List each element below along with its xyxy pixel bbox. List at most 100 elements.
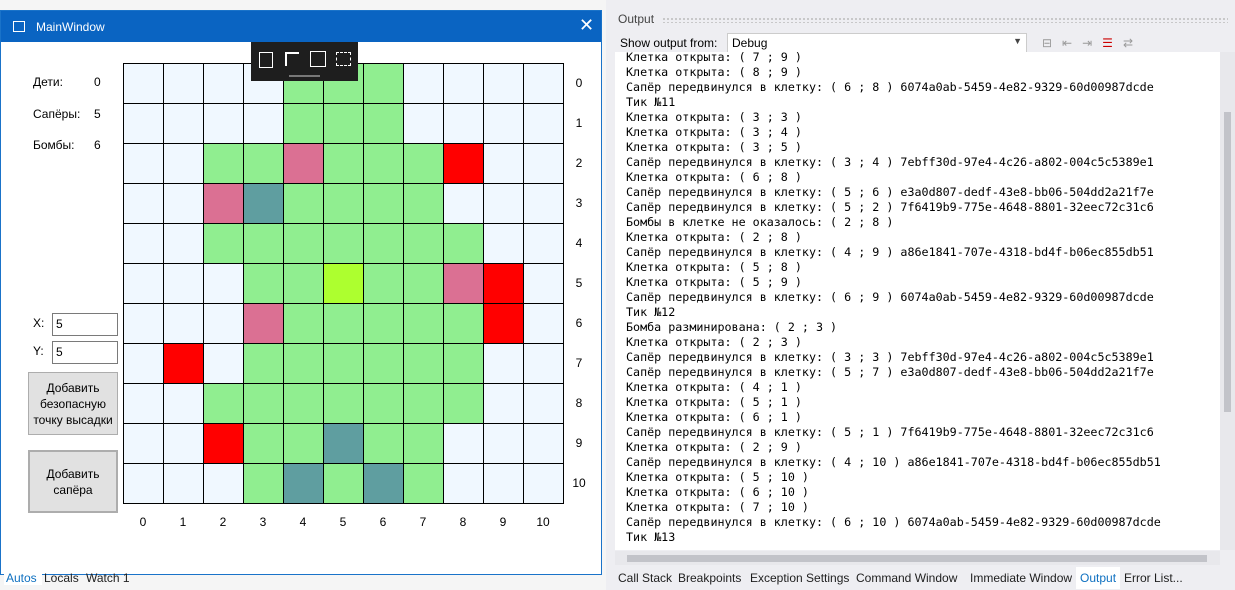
cell[interactable] (483, 303, 524, 344)
cell[interactable] (443, 303, 484, 344)
cell[interactable] (163, 63, 204, 104)
cell[interactable] (443, 63, 484, 104)
cell[interactable] (123, 103, 164, 144)
cell[interactable] (443, 103, 484, 144)
cell[interactable] (323, 383, 364, 424)
debug-tab[interactable]: Locals (44, 571, 79, 585)
cell[interactable] (123, 383, 164, 424)
button[interactable]: Добавить сапёра (28, 450, 118, 513)
bottom-tab[interactable]: Exception Settings (750, 571, 850, 585)
cell[interactable] (483, 383, 524, 424)
cell[interactable] (203, 263, 244, 304)
cell[interactable] (283, 423, 324, 464)
cell[interactable] (283, 463, 324, 504)
cell[interactable] (163, 303, 204, 344)
cell[interactable] (443, 223, 484, 264)
cell[interactable] (323, 423, 364, 464)
cell[interactable] (283, 223, 324, 264)
cell[interactable] (443, 343, 484, 384)
cell[interactable] (523, 63, 564, 104)
cell[interactable] (243, 423, 284, 464)
tool-icon[interactable] (310, 51, 326, 67)
cell[interactable] (243, 223, 284, 264)
cell[interactable] (163, 343, 204, 384)
cell[interactable] (203, 223, 244, 264)
cell[interactable] (163, 143, 204, 184)
cell[interactable] (403, 103, 444, 144)
cell[interactable] (163, 223, 204, 264)
cell[interactable] (323, 463, 364, 504)
cell[interactable] (243, 143, 284, 184)
cell[interactable] (443, 143, 484, 184)
cell[interactable] (363, 303, 404, 344)
cell[interactable] (403, 263, 444, 304)
cell[interactable] (283, 183, 324, 224)
close-button[interactable]: ✕ (579, 15, 595, 35)
cell[interactable] (443, 423, 484, 464)
cell[interactable] (163, 183, 204, 224)
cell[interactable] (363, 383, 404, 424)
cell[interactable] (363, 343, 404, 384)
cell[interactable] (163, 463, 204, 504)
cell[interactable] (363, 223, 404, 264)
cell[interactable] (363, 103, 404, 144)
tool-icon[interactable] (336, 52, 351, 66)
cell[interactable] (243, 463, 284, 504)
cell[interactable] (123, 183, 164, 224)
cell[interactable] (203, 303, 244, 344)
cell[interactable] (363, 183, 404, 224)
bottom-tab[interactable]: Call Stack (618, 571, 673, 585)
cell[interactable] (243, 383, 284, 424)
vertical-scrollbar[interactable] (1220, 52, 1235, 550)
debug-tab[interactable]: Watch 1 (86, 571, 130, 585)
cell[interactable] (323, 103, 364, 144)
bottom-tab[interactable]: Output (1076, 567, 1120, 589)
cell[interactable] (483, 183, 524, 224)
cell[interactable] (323, 343, 364, 384)
cell[interactable] (403, 183, 444, 224)
cell[interactable] (243, 103, 284, 144)
horizontal-scrollbar[interactable] (615, 551, 1220, 565)
cell[interactable] (523, 103, 564, 144)
cell[interactable] (443, 463, 484, 504)
cell[interactable] (283, 303, 324, 344)
cell[interactable] (363, 63, 404, 104)
cell[interactable] (403, 223, 444, 264)
cell[interactable] (443, 183, 484, 224)
cell[interactable] (163, 423, 204, 464)
cell[interactable] (483, 103, 524, 144)
cell[interactable] (323, 223, 364, 264)
cell[interactable] (203, 103, 244, 144)
cell[interactable] (283, 343, 324, 384)
cell[interactable] (523, 223, 564, 264)
cell[interactable] (523, 343, 564, 384)
cell[interactable] (483, 463, 524, 504)
cell[interactable] (203, 423, 244, 464)
x-input[interactable]: 5 (52, 313, 118, 336)
bottom-tab[interactable]: Command Window (856, 571, 958, 585)
cell[interactable] (443, 383, 484, 424)
cell[interactable] (403, 423, 444, 464)
debug-tab[interactable]: Autos (4, 571, 42, 585)
cell[interactable] (403, 143, 444, 184)
cell[interactable] (363, 263, 404, 304)
cell[interactable] (323, 263, 364, 304)
cell[interactable] (403, 343, 444, 384)
bottom-tab[interactable]: Breakpoints (678, 571, 742, 585)
cell[interactable] (203, 343, 244, 384)
cell[interactable] (403, 463, 444, 504)
cell[interactable] (483, 343, 524, 384)
cell[interactable] (203, 383, 244, 424)
cell[interactable] (283, 143, 324, 184)
cell[interactable] (283, 103, 324, 144)
cell[interactable] (123, 463, 164, 504)
cell[interactable] (203, 463, 244, 504)
cell[interactable] (523, 383, 564, 424)
bottom-tab[interactable]: Immediate Window (970, 571, 1073, 585)
cell[interactable] (523, 143, 564, 184)
cell[interactable] (243, 263, 284, 304)
cell[interactable] (523, 423, 564, 464)
cell[interactable] (123, 223, 164, 264)
cell[interactable] (483, 223, 524, 264)
cell[interactable] (163, 383, 204, 424)
